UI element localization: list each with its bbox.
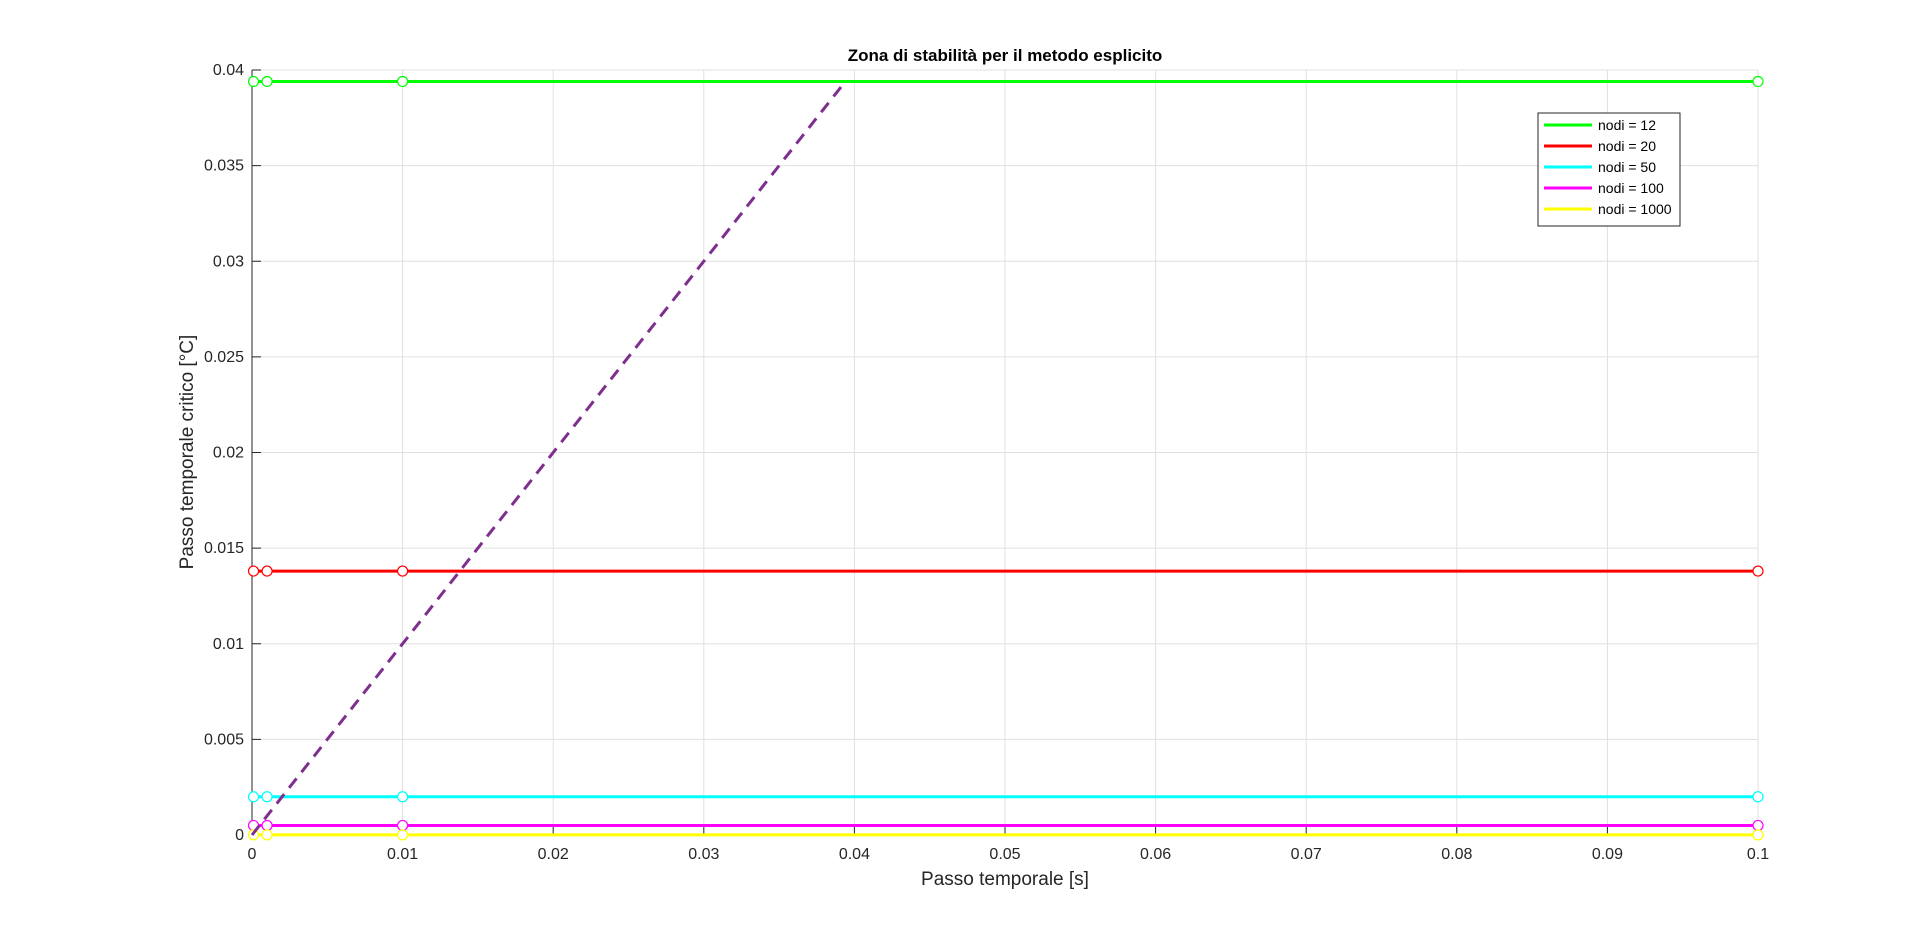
y-tick-label: 0.005 [204,731,244,748]
y-axis-label: Passo temporale critico [°C] [177,335,198,570]
data-point [397,791,409,803]
legend-entry: nodi = 50 [1598,159,1656,175]
y-tick-label: 0.02 [213,445,244,462]
legend-entry: nodi = 100 [1598,180,1664,196]
y-tick-label: 0.03 [213,253,244,270]
data-point [261,75,273,88]
data-point [1752,75,1764,88]
data-point [397,75,409,88]
legend-entry: nodi = 1000 [1598,201,1672,217]
x-axis-label: Passo temporale [s] [921,869,1089,890]
x-tick-label: 0.06 [1140,846,1171,863]
x-tick-label: 0.04 [839,846,870,863]
y-ticks: 0 0.005 0.01 0.015 0.02 0.025 0.03 0.035 0.04 [204,62,261,844]
x-tick-label: 0.03 [688,846,719,863]
legend: nodi = 12 nodi = 20 nodi = 50 nodi = 100 nod… [1537,112,1681,227]
data-point [1752,565,1764,577]
data-point [261,829,273,841]
data-point [247,75,260,88]
y-tick-label: 0.01 [213,636,244,653]
x-tick-label: 0.02 [538,846,569,863]
series-group [247,75,1764,841]
data-point [261,791,273,803]
legend-box [1537,112,1681,227]
data-point [261,819,273,832]
x-tick-label: 0.1 [1747,846,1769,863]
data-point [397,829,409,841]
data-point [261,565,273,577]
data-point [247,791,260,803]
x-tick-label: 0.08 [1441,846,1472,863]
data-point [397,565,409,577]
chart-title: Zona di stabilità per il metodo esplicit… [848,46,1163,65]
x-tick-label: 0 [248,846,257,863]
data-point [1752,791,1764,803]
legend-entry: nodi = 20 [1598,138,1656,154]
x-tick-label: 0.01 [387,846,418,863]
x-tick-label: 0.09 [1592,846,1623,863]
data-point [1752,829,1764,841]
x-tick-label: 0.07 [1291,846,1322,863]
data-point [1752,819,1764,832]
x-ticks: 0 0.01 0.02 0.03 0.04 0.05 0.06 0.07 0.08 0.09 0.1 [248,826,1769,863]
y-tick-label: 0 [235,827,244,844]
y-tick-label: 0.04 [213,62,244,79]
y-tick-label: 0.015 [204,540,244,557]
data-point [247,565,260,577]
y-tick-label: 0.035 [204,158,244,175]
data-point [397,819,409,832]
x-tick-label: 0.05 [989,846,1020,863]
legend-entry: nodi = 12 [1598,117,1656,133]
y-tick-label: 0.025 [204,349,244,366]
